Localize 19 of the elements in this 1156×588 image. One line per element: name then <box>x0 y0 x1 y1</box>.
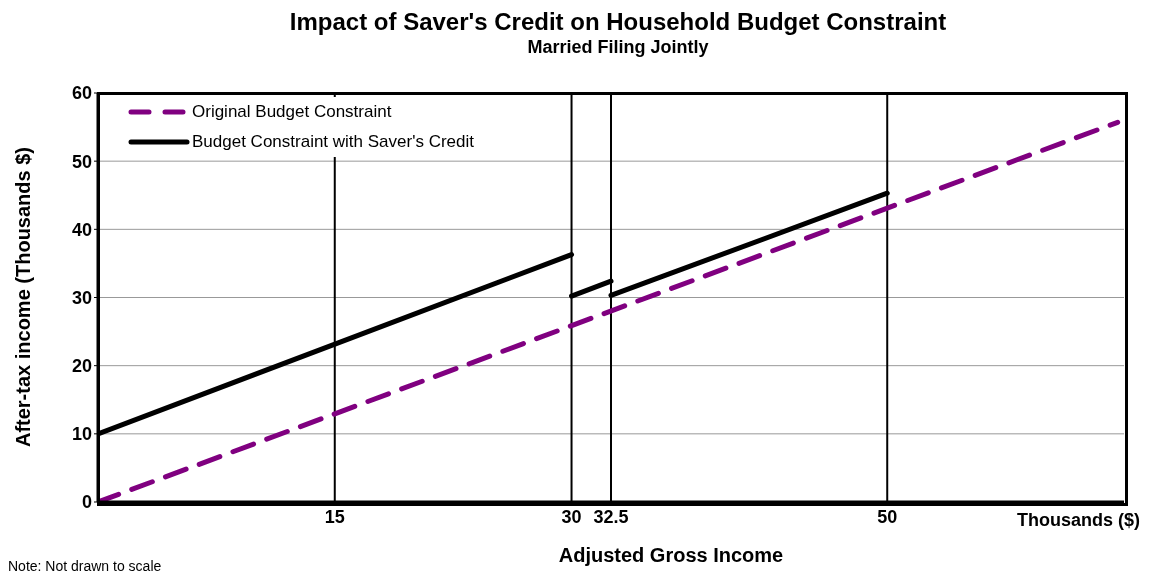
x-axis-title: Adjusted Gross Income <box>558 544 784 566</box>
text: Note: Not drawn to scale <box>8 558 162 574</box>
y-tick-label: 20 <box>71 356 92 377</box>
y-tick-label: 40 <box>71 219 92 240</box>
chart-title: Impact of Saver's Credit on Household Budget Constraint <box>288 8 948 36</box>
legend-label: Budget Constraint with Saver's Credit <box>192 131 474 153</box>
x-tick-label: 50 <box>877 506 898 527</box>
legend-label: Original Budget Constraint <box>192 101 392 123</box>
x-tick-label: 32.5 <box>593 506 629 527</box>
y-tick-label: 10 <box>71 424 92 445</box>
text: Thousands ($) <box>1016 510 1140 531</box>
y-tick-label: 0 <box>81 492 92 513</box>
y-tick-label: 60 <box>71 83 92 104</box>
y-tick-label: 30 <box>71 287 92 308</box>
y-tick-label: 50 <box>71 151 92 172</box>
chart-subtitle: Married Filing Jointly <box>526 36 710 58</box>
x-tick-label: 30 <box>561 506 582 527</box>
y-axis-title: After-tax income (Thousands $) <box>11 147 35 448</box>
x-tick-label: 15 <box>324 506 345 527</box>
